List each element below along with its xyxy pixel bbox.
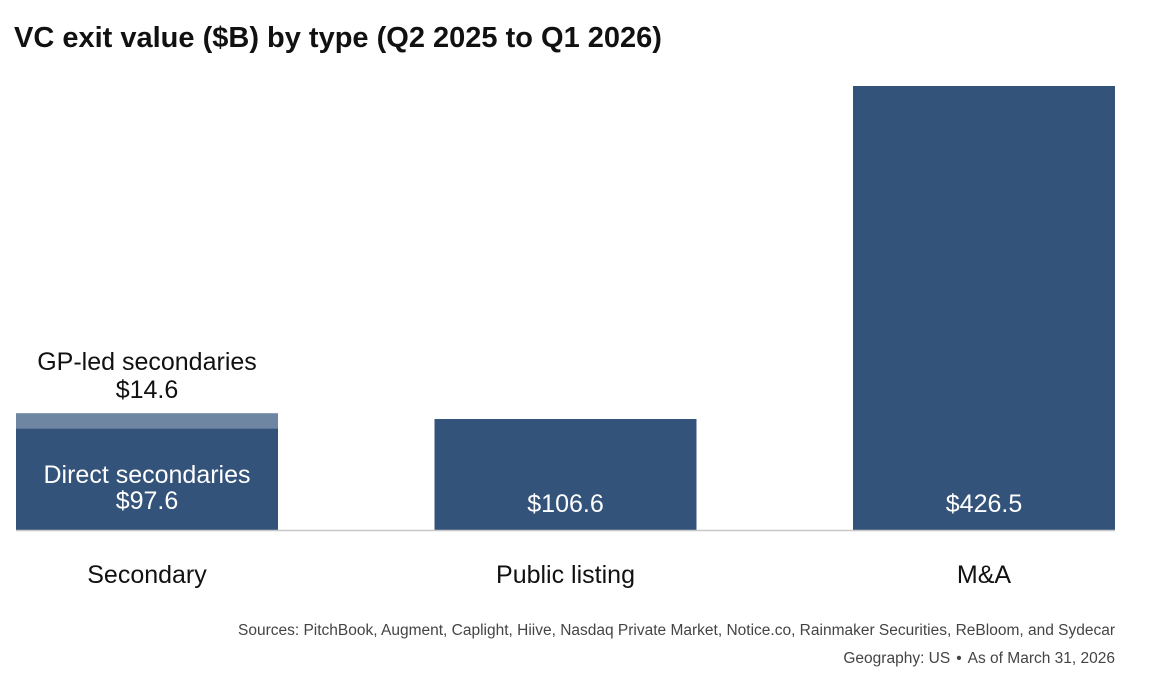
labels-layer: Direct secondaries$97.6 GP-led secondarie…	[37, 348, 1022, 589]
sources-note: Sources: PitchBook, Augment, Caplight, H…	[237, 622, 1115, 639]
bar-secondary-direct-secondaries	[16, 428, 278, 530]
category-label: Public listing	[496, 561, 635, 589]
geography-label: Geography: US	[843, 650, 951, 667]
bars-layer	[16, 86, 1115, 530]
as-of-date: As of March 31, 2026	[967, 650, 1115, 667]
bar-secondary-gp-led-secondaries	[16, 413, 278, 429]
data-label: $106.6	[527, 490, 603, 518]
bar-chart: Direct secondaries$97.6 GP-led secondarie…	[16, 86, 1115, 589]
data-label: $97.6	[116, 487, 179, 515]
chart-title: VC exit value ($B) by type (Q2 2025 to Q…	[14, 22, 662, 54]
bar-m-a	[853, 86, 1115, 530]
segment-label: Direct secondaries	[43, 461, 250, 489]
bar-public-listing	[434, 419, 697, 530]
category-label: M&A	[957, 561, 1012, 589]
data-label: $426.5	[946, 490, 1022, 518]
data-label: $14.6	[116, 376, 179, 404]
separator-dot: •	[956, 650, 962, 667]
geography-note: Geography: US • As of March 31, 2026	[843, 650, 1115, 668]
category-label: Secondary	[87, 561, 207, 589]
segment-label: GP-led secondaries	[37, 348, 257, 376]
